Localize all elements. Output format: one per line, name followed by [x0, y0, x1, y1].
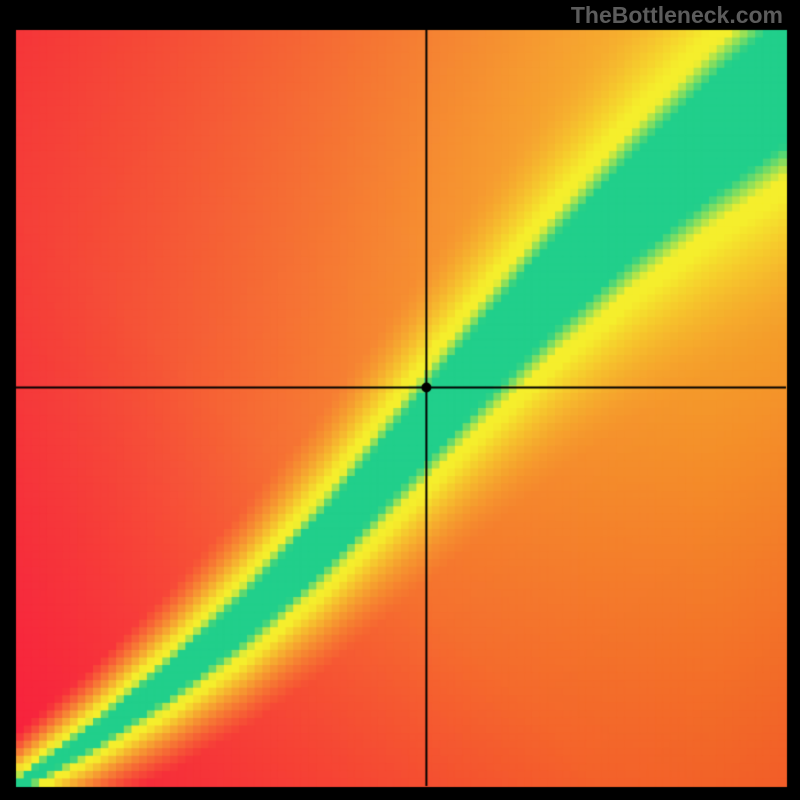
watermark-text: TheBottleneck.com: [571, 2, 783, 29]
bottleneck-heatmap: [0, 0, 800, 800]
chart-container: TheBottleneck.com: [0, 0, 800, 800]
